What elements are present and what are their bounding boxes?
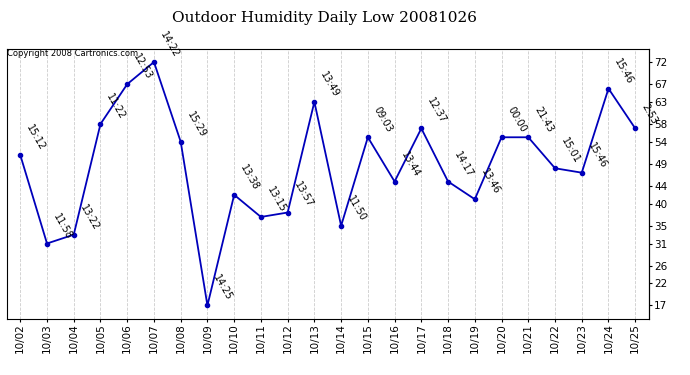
Text: 11:22: 11:22 xyxy=(105,92,128,121)
Text: 13:22: 13:22 xyxy=(78,202,101,232)
Text: 13:57: 13:57 xyxy=(292,180,315,210)
Text: 13:46: 13:46 xyxy=(479,167,502,196)
Text: 15:12: 15:12 xyxy=(24,123,47,152)
Text: 13:15: 13:15 xyxy=(265,185,288,214)
Text: 12:37: 12:37 xyxy=(426,96,449,126)
Text: 13:38: 13:38 xyxy=(238,163,261,192)
Text: 15:46: 15:46 xyxy=(613,57,635,86)
Text: 13:49: 13:49 xyxy=(319,70,341,99)
Text: 15:01: 15:01 xyxy=(559,136,582,165)
Text: 11:50: 11:50 xyxy=(345,194,368,223)
Text: 00:00: 00:00 xyxy=(506,105,529,135)
Text: 2:53: 2:53 xyxy=(640,102,659,126)
Text: 15:29: 15:29 xyxy=(185,110,208,139)
Text: 12:53: 12:53 xyxy=(131,52,154,81)
Text: 14:17: 14:17 xyxy=(452,150,475,179)
Text: 15:46: 15:46 xyxy=(586,141,609,170)
Text: 14:22: 14:22 xyxy=(158,30,181,59)
Text: 13:44: 13:44 xyxy=(399,150,422,179)
Text: 21:43: 21:43 xyxy=(533,105,555,135)
Text: 09:03: 09:03 xyxy=(372,105,395,135)
Text: Outdoor Humidity Daily Low 20081026: Outdoor Humidity Daily Low 20081026 xyxy=(172,11,477,25)
Text: Copyright 2008 Cartronics.com: Copyright 2008 Cartronics.com xyxy=(7,49,138,58)
Text: 11:58: 11:58 xyxy=(51,211,74,241)
Text: 14:25: 14:25 xyxy=(212,273,235,303)
